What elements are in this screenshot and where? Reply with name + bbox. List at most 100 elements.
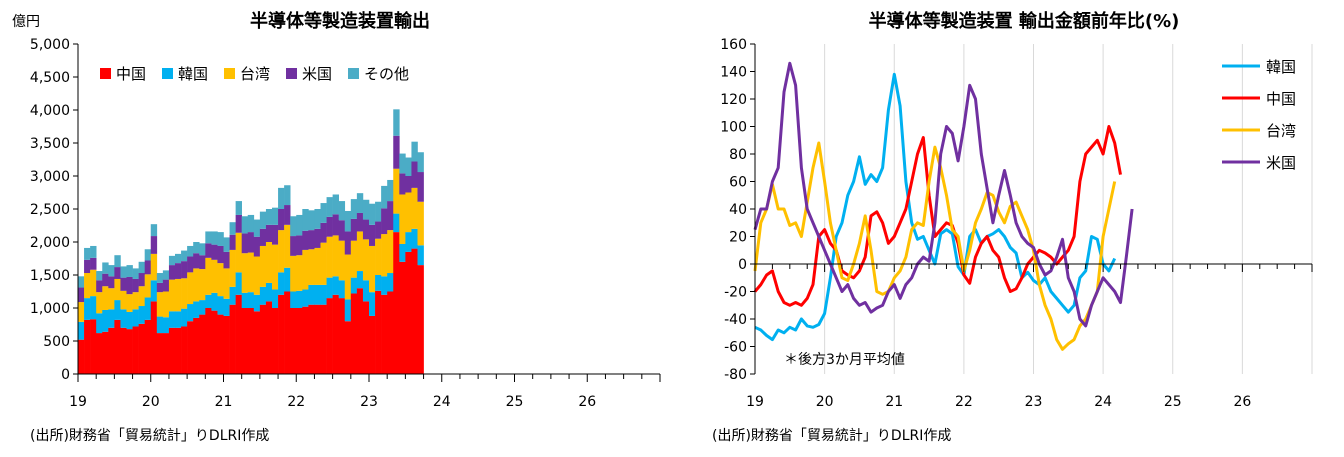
right-y-tick-label: -20 — [724, 285, 747, 301]
bar-米国-21 — [205, 243, 212, 258]
bar-台湾-35 — [290, 255, 297, 292]
bar-その他-30 — [259, 211, 267, 229]
bar-韓国-41 — [326, 277, 333, 299]
bar-米国-24 — [223, 251, 230, 269]
bar-韓国-30 — [259, 286, 267, 305]
bar-中国-24 — [223, 315, 230, 374]
left-x-tick-label: 19 — [69, 394, 87, 410]
bar-米国-39 — [314, 228, 321, 248]
bar-台湾-40 — [320, 242, 327, 285]
bar-台湾-54 — [405, 192, 412, 233]
bar-その他-56 — [417, 152, 424, 173]
bar-米国-33 — [278, 209, 285, 231]
bar-中国-12 — [150, 301, 158, 374]
left-y-tick-label: 3,000 — [30, 169, 70, 185]
bar-米国-25 — [229, 234, 236, 250]
bar-韓国-14 — [162, 317, 170, 334]
bar-韓国-16 — [175, 311, 182, 328]
bar-韓国-10 — [138, 306, 145, 324]
bar-韓国-52 — [393, 213, 400, 233]
bar-その他-55 — [411, 141, 418, 162]
bar-中国-0 — [78, 339, 85, 374]
bar-その他-44 — [344, 210, 352, 232]
bar-中国-22 — [211, 310, 218, 374]
bar-韓国-42 — [332, 276, 339, 295]
bar-中国-17 — [181, 326, 188, 374]
right-x-tick-label: 23 — [1025, 394, 1043, 410]
bar-韓国-22 — [211, 292, 218, 311]
bar-その他-49 — [375, 201, 382, 222]
bar-米国-20 — [199, 255, 206, 270]
bar-中国-23 — [217, 314, 224, 374]
bar-米国-32 — [272, 224, 279, 245]
bar-米国-16 — [175, 263, 182, 279]
bar-米国-38 — [308, 230, 315, 250]
bar-中国-31 — [265, 301, 273, 374]
bar-台湾-50 — [381, 234, 388, 277]
bar-韓国-23 — [217, 296, 224, 315]
bar-中国-43 — [338, 298, 346, 374]
bar-中国-34 — [284, 291, 291, 374]
bar-中国-46 — [356, 288, 364, 374]
bar-台湾-30 — [259, 245, 267, 287]
bar-中国-49 — [375, 290, 382, 374]
bar-中国-35 — [290, 308, 297, 374]
bar-その他-13 — [156, 273, 164, 283]
bar-米国-53 — [399, 173, 406, 195]
bar-その他-53 — [399, 153, 406, 174]
bar-台湾-22 — [211, 259, 218, 293]
legend-label-韓国: 韓国 — [178, 65, 208, 83]
bar-中国-53 — [399, 261, 406, 374]
bar-米国-0 — [78, 287, 85, 303]
left-x-tick-label: 23 — [360, 394, 378, 410]
bar-その他-22 — [211, 231, 218, 245]
bar-台湾-29 — [253, 256, 261, 295]
bar-その他-25 — [229, 222, 236, 235]
bar-米国-12 — [150, 236, 158, 254]
bar-台湾-47 — [362, 239, 370, 281]
bar-米国-23 — [217, 245, 224, 264]
right-y-tick-label: 60 — [729, 175, 747, 191]
bar-韓国-18 — [187, 304, 194, 322]
bar-米国-36 — [296, 235, 303, 256]
bar-中国-4 — [102, 331, 109, 374]
bar-台湾-13 — [156, 292, 164, 317]
bar-その他-43 — [338, 201, 346, 221]
bar-その他-12 — [150, 224, 158, 237]
bar-中国-3 — [96, 333, 103, 374]
bar-米国-28 — [247, 232, 255, 253]
bar-台湾-7 — [120, 290, 127, 310]
right-chart-title: 半導体等製造装置 輸出金額前年比(%) — [869, 10, 1180, 32]
bar-韓国-5 — [108, 309, 115, 328]
legend-label-台湾: 台湾 — [1266, 122, 1296, 140]
bar-台湾-49 — [375, 238, 382, 275]
bar-米国-50 — [381, 208, 388, 235]
bar-その他-9 — [132, 268, 139, 279]
bar-台湾-16 — [175, 278, 182, 312]
legend-label-中国: 中国 — [1266, 90, 1296, 108]
right-x-tick-label: 21 — [885, 394, 903, 410]
bar-米国-51 — [387, 201, 394, 231]
left-y-tick-label: 5,000 — [30, 37, 70, 53]
line-米国 — [753, 61, 1134, 328]
bar-韓国-4 — [102, 309, 109, 332]
bar-台湾-31 — [265, 242, 273, 283]
bar-台湾-15 — [168, 279, 176, 312]
bar-米国-34 — [284, 205, 291, 225]
bar-中国-39 — [314, 304, 321, 374]
bar-中国-56 — [417, 265, 424, 374]
bar-台湾-5 — [108, 288, 115, 310]
right-y-tick-label: 80 — [729, 147, 747, 163]
bar-米国-13 — [156, 282, 164, 293]
bar-米国-7 — [120, 277, 127, 291]
bar-韓国-12 — [150, 280, 158, 302]
bar-中国-33 — [278, 294, 285, 374]
bar-中国-36 — [296, 308, 303, 374]
bar-その他-0 — [78, 276, 85, 288]
bar-台湾-55 — [411, 187, 418, 229]
left-x-tick-label: 24 — [433, 394, 451, 410]
bar-台湾-21 — [205, 257, 212, 295]
bar-米国-44 — [344, 231, 352, 255]
bar-米国-6 — [114, 267, 121, 279]
bar-中国-29 — [253, 311, 261, 374]
